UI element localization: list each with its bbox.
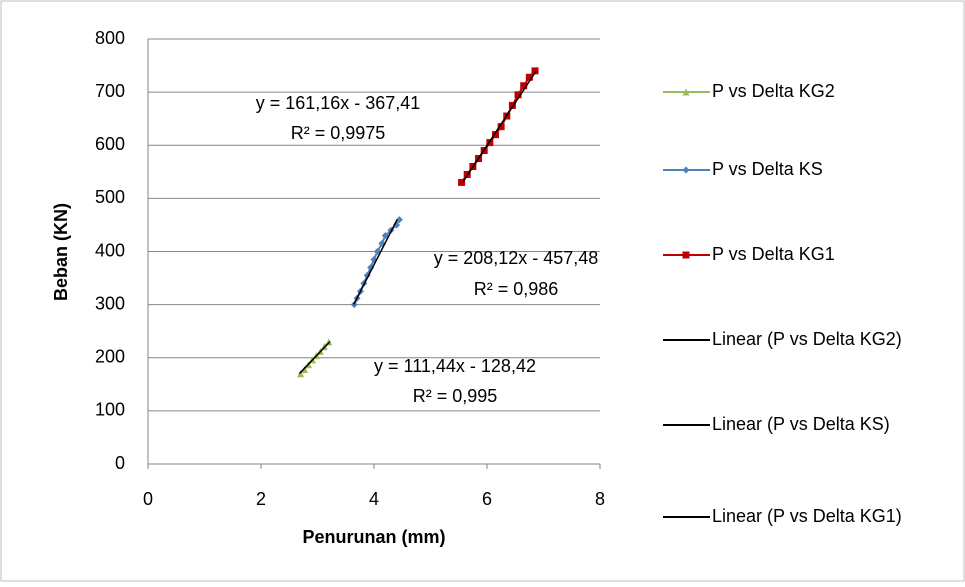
x-axis-title: Penurunan (mm)	[302, 527, 445, 547]
data-point	[514, 91, 522, 99]
y-tick-label: 200	[95, 347, 125, 367]
x-tick-label: 2	[256, 489, 266, 509]
x-tick-label: 6	[482, 489, 492, 509]
data-point	[301, 365, 309, 373]
data-point	[458, 178, 466, 186]
data-point	[486, 139, 494, 147]
data-point	[682, 251, 690, 259]
y-tick-label: 500	[95, 187, 125, 207]
annotation: y = 161,16x - 367,41	[256, 93, 421, 113]
y-tick-label: 600	[95, 134, 125, 154]
data-point	[497, 123, 505, 131]
data-point	[531, 67, 539, 75]
trendline	[352, 219, 398, 305]
legend-label: P vs Delta KG2	[712, 81, 835, 101]
trendline	[462, 70, 537, 183]
legend-label: Linear (P vs Delta KG1)	[712, 506, 902, 526]
y-tick-label: 800	[95, 28, 125, 48]
data-point	[520, 82, 528, 90]
legend-label: Linear (P vs Delta KG2)	[712, 329, 902, 349]
x-tick-label: 0	[143, 489, 153, 509]
data-point	[508, 101, 516, 109]
legend-label: P vs Delta KS	[712, 159, 823, 179]
data-point	[525, 73, 533, 81]
data-point	[682, 166, 690, 174]
legend-label: Linear (P vs Delta KS)	[712, 414, 890, 434]
data-point	[682, 88, 690, 96]
legend-label: P vs Delta KG1	[712, 244, 835, 264]
y-tick-label: 400	[95, 240, 125, 260]
annotation: y = 208,12x - 457,48	[434, 248, 599, 268]
annotation: R² = 0,995	[413, 386, 498, 406]
x-tick-label: 4	[369, 489, 379, 509]
x-tick-label: 8	[595, 489, 605, 509]
plot-area: 0 100 200 300 400 500 600 700 800 0 2 4 6 8 P vs Delta…	[95, 28, 902, 526]
trendline	[298, 341, 331, 375]
y-tick-label: 700	[95, 81, 125, 101]
data-point	[395, 216, 403, 224]
annotation: R² = 0,9975	[291, 123, 386, 143]
data-point	[381, 232, 389, 240]
y-axis-title: Beban (KN)	[51, 203, 71, 301]
data-point	[491, 131, 499, 139]
data-point	[297, 370, 305, 378]
y-tick-label: 300	[95, 293, 125, 313]
y-tick-label: 100	[95, 400, 125, 420]
annotation: y = 111,44x - 128,42	[374, 356, 536, 376]
y-tick-label: 0	[115, 453, 125, 473]
annotation: R² = 0,986	[474, 279, 559, 299]
